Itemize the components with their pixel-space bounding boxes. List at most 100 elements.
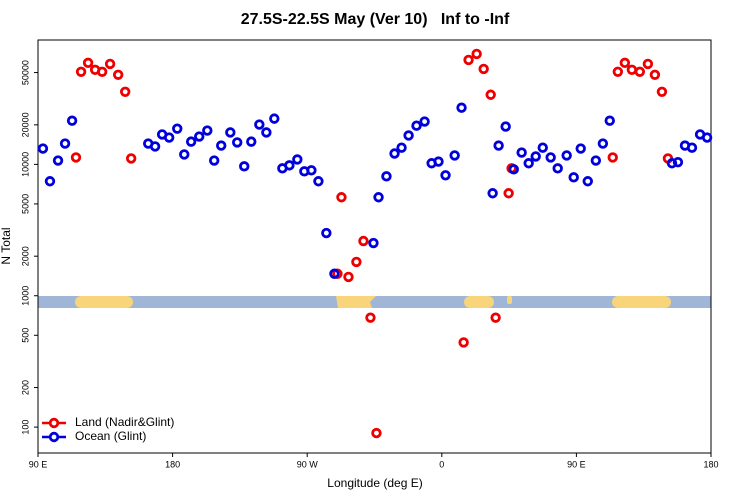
point xyxy=(163,132,175,143)
point xyxy=(389,148,400,159)
point xyxy=(503,188,514,199)
point xyxy=(371,427,382,439)
point xyxy=(552,163,563,174)
point xyxy=(666,158,678,169)
x-tick-label: 90 E xyxy=(567,459,586,469)
ocean-strip xyxy=(38,296,711,308)
point xyxy=(254,119,265,130)
point xyxy=(449,150,460,161)
x-tick-label: 90 E xyxy=(29,459,48,469)
y-tick-label: 20000 xyxy=(20,112,30,137)
land-strip xyxy=(336,296,376,308)
point xyxy=(321,227,332,239)
y-tick-label: 1000 xyxy=(20,286,30,306)
x-axis-label: Longitude (deg E) xyxy=(327,476,422,490)
point xyxy=(490,312,501,323)
point xyxy=(269,113,280,124)
point xyxy=(125,153,137,164)
plot-frame xyxy=(37,39,712,454)
x-tick-label: 180 xyxy=(703,459,718,469)
point xyxy=(119,86,131,97)
point xyxy=(597,138,609,149)
point xyxy=(365,312,376,323)
point xyxy=(642,58,654,70)
point xyxy=(284,160,295,171)
point xyxy=(96,66,108,77)
point xyxy=(508,164,519,175)
point xyxy=(112,69,124,80)
point xyxy=(419,116,430,127)
point xyxy=(458,337,469,348)
point xyxy=(471,48,482,60)
point xyxy=(396,142,407,153)
x-tick-label: 180 xyxy=(165,459,180,469)
point xyxy=(561,150,572,161)
y-tick-label: 200 xyxy=(20,380,30,395)
point xyxy=(179,149,190,160)
point xyxy=(500,121,511,132)
point xyxy=(52,155,64,166)
point xyxy=(194,131,205,142)
y-tick-label: 2000 xyxy=(20,246,30,266)
point xyxy=(336,192,347,203)
point xyxy=(537,142,548,153)
point xyxy=(433,156,444,167)
point xyxy=(185,136,197,147)
point xyxy=(343,271,354,283)
point xyxy=(70,152,82,163)
point xyxy=(463,54,474,66)
point xyxy=(373,192,384,203)
legend-marker xyxy=(48,417,60,429)
point xyxy=(686,142,698,153)
point xyxy=(66,115,78,126)
point xyxy=(523,158,534,169)
point xyxy=(216,140,227,151)
point xyxy=(59,138,71,149)
land-strip xyxy=(75,296,133,308)
point xyxy=(440,170,451,181)
point xyxy=(306,165,317,176)
point xyxy=(487,188,498,199)
point xyxy=(649,69,661,80)
y-axis-label: N Total xyxy=(0,227,13,264)
point xyxy=(239,161,250,172)
point xyxy=(590,155,602,166)
point xyxy=(545,152,556,163)
point xyxy=(232,137,243,148)
point xyxy=(582,176,593,187)
point xyxy=(607,152,618,163)
point xyxy=(516,147,527,158)
point xyxy=(634,66,646,77)
point xyxy=(104,58,116,70)
point xyxy=(37,143,49,154)
point xyxy=(403,130,414,141)
point xyxy=(149,141,161,152)
point xyxy=(351,256,362,268)
point xyxy=(208,155,220,166)
point xyxy=(485,89,496,100)
x-tick-label: 0 xyxy=(439,459,444,469)
point xyxy=(672,156,684,168)
point xyxy=(568,172,579,183)
y-tick-label: 10000 xyxy=(20,152,30,177)
x-tick-label: 90 W xyxy=(297,459,319,469)
point xyxy=(261,127,272,138)
legend-label: Land (Nadir&Glint) xyxy=(75,415,174,429)
legend-label: Ocean (Glint) xyxy=(75,429,146,443)
point xyxy=(493,140,504,151)
point xyxy=(75,66,87,77)
point xyxy=(530,151,541,162)
y-tick-label: 100 xyxy=(20,420,30,435)
map-strip xyxy=(38,296,711,308)
point xyxy=(82,57,94,69)
point xyxy=(456,102,467,113)
land-strip xyxy=(612,296,671,308)
point xyxy=(381,171,392,182)
chart-title: 27.5S-22.5S May (Ver 10) Inf to -Inf xyxy=(241,11,510,28)
land-strip xyxy=(507,296,512,304)
legend-marker xyxy=(48,431,60,443)
y-tick-label: 5000 xyxy=(20,194,30,214)
point xyxy=(368,237,379,249)
point xyxy=(329,268,340,279)
